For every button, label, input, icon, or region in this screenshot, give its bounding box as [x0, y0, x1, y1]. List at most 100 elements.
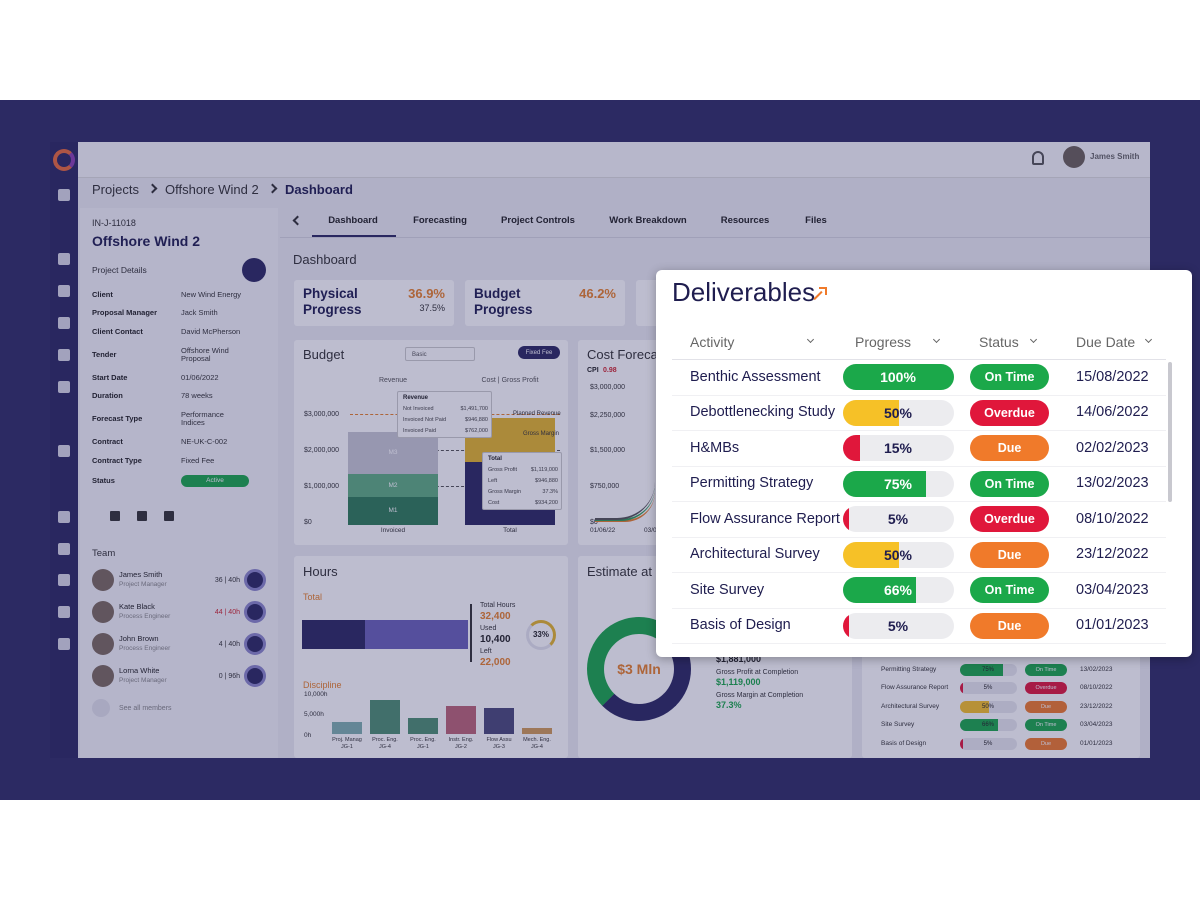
- status-label: Overdue: [984, 405, 1035, 420]
- hours-percent: 33%: [532, 630, 549, 639]
- progress-track: 5%: [843, 506, 954, 532]
- progress-label: 5%: [887, 617, 909, 634]
- mini-activity: Site Survey: [881, 721, 915, 728]
- y-tick-label: $3,000,000: [590, 383, 626, 391]
- activity: Basis of Design: [690, 617, 791, 633]
- mini-due: 08/10/2022: [1080, 684, 1113, 691]
- activity: Permitting Strategy: [690, 475, 814, 491]
- tooltip-label: Invoiced Paid: [403, 427, 437, 434]
- member-donut: [244, 633, 266, 655]
- kpi-sub: 37.5%: [419, 303, 445, 313]
- mini-progress-track: 66%: [960, 719, 1017, 731]
- mini-status: Due: [1025, 738, 1067, 750]
- budget-segment: M3: [348, 432, 438, 474]
- y-tick-label: 0h: [304, 732, 312, 739]
- discipline-label: Instr. Eng.: [448, 736, 474, 743]
- member-donut: [244, 665, 266, 687]
- field-label: Client: [92, 290, 113, 299]
- activity: Site Survey: [690, 581, 765, 598]
- member-name: John Brown: [119, 634, 159, 643]
- activity: Debottlenecking Study: [690, 404, 836, 420]
- edit-button: [242, 258, 266, 282]
- member-role: Project Manager: [119, 677, 167, 684]
- status-label: On Time: [984, 583, 1035, 597]
- status-label: Due: [997, 441, 1022, 455]
- status-pill: On Time: [970, 364, 1049, 390]
- member-name: James Smith: [119, 570, 163, 579]
- field-value: 78 weeks: [181, 391, 213, 400]
- notification-bell: [1032, 151, 1044, 165]
- field-value: Offshore Wind Proposal: [181, 346, 229, 363]
- member-name: Lorna White: [119, 666, 160, 675]
- progress-track: 100%: [843, 364, 954, 390]
- estimate-title: Estimate at: [587, 563, 653, 579]
- sidebar-icon: [58, 189, 70, 201]
- x-tick-label: Invoiced: [380, 527, 406, 534]
- column-header: Progress: [855, 334, 912, 350]
- mini-due: 13/02/2023: [1080, 666, 1113, 673]
- progress-track: 66%: [843, 577, 954, 603]
- progress-label: 100%: [880, 369, 916, 385]
- discipline-label: Mech. Eng.: [523, 736, 551, 743]
- tooltip-label: Left: [488, 477, 498, 484]
- hours-total: Total: [303, 592, 323, 602]
- discipline-label: JG-4: [531, 743, 543, 750]
- progress-label: 50%: [883, 404, 913, 421]
- mini-due: 23/12/2022: [1080, 703, 1113, 710]
- progress-fill: [843, 612, 849, 639]
- discipline-bar: [332, 722, 362, 734]
- mini-progress-fill: [960, 682, 963, 694]
- field-value: New Wind Energy: [181, 290, 242, 299]
- activity: H&MBs: [690, 439, 740, 456]
- tooltip-title: Total: [488, 456, 502, 462]
- mini-progress-label: 5%: [983, 741, 993, 747]
- column-header: Activity: [690, 334, 735, 350]
- mini-status: On Time: [1025, 719, 1067, 731]
- mini-progress-track: 5%: [960, 682, 1017, 694]
- mini-progress-label: 50%: [981, 704, 994, 710]
- column-label: Cost | Gross Profit: [481, 376, 539, 384]
- sort-chevron: [806, 335, 815, 344]
- y-tick-label: $1,000,000: [304, 482, 340, 490]
- member-hours: 0 | 96h: [218, 672, 240, 680]
- sort-chevron: [1144, 335, 1153, 344]
- hours-title: Hours: [303, 563, 338, 579]
- hours-divider: [470, 604, 472, 662]
- top-bar: [78, 142, 1150, 178]
- tab: Resources: [720, 215, 770, 226]
- y-tick-label: $1,500,000: [590, 446, 626, 454]
- user-avatar: [1063, 146, 1085, 168]
- mini-progress-track: 75%: [960, 664, 1017, 676]
- segment-label: M1: [388, 507, 398, 514]
- mini-status-label: Due: [1040, 703, 1052, 710]
- due-date: 14/06/2022: [1076, 404, 1149, 420]
- progress-track: 50%: [843, 399, 954, 426]
- hours-donut: 33%: [526, 620, 556, 650]
- tooltip-value: $1,119,000: [530, 466, 558, 473]
- sort-chevron: [1029, 335, 1038, 344]
- sidebar-icon: [58, 381, 70, 393]
- progress-label: 75%: [883, 475, 913, 492]
- row-rule: [672, 643, 1166, 644]
- y-tick-label: $3,000,000: [304, 410, 340, 418]
- status-label: On Time: [984, 476, 1035, 491]
- kpi-label: Budget Progress: [474, 286, 533, 317]
- open-arrow: [819, 287, 827, 295]
- hours-label: Total Hours: [480, 601, 516, 609]
- see-all-icon: [92, 699, 110, 717]
- fee-label: Fixed Fee: [525, 349, 553, 356]
- status-pill: Due: [970, 435, 1049, 461]
- field-value: Performance Indices: [181, 410, 224, 427]
- kpi-card: Budget Progress 46.2%: [465, 280, 625, 326]
- breadcrumb-item: Dashboard: [285, 181, 353, 197]
- discipline-bar: [522, 728, 552, 734]
- header-rule: [672, 359, 1166, 360]
- section-title: Project Details: [92, 264, 147, 275]
- sidebar-icon: [58, 285, 70, 297]
- estimate-label: Gross Margin at Completion: [716, 691, 804, 699]
- sidebar-icon: [58, 543, 70, 555]
- row-rule: [672, 465, 1166, 467]
- member-hours: 36 | 40h: [214, 576, 240, 584]
- field-label: Tender: [92, 350, 117, 359]
